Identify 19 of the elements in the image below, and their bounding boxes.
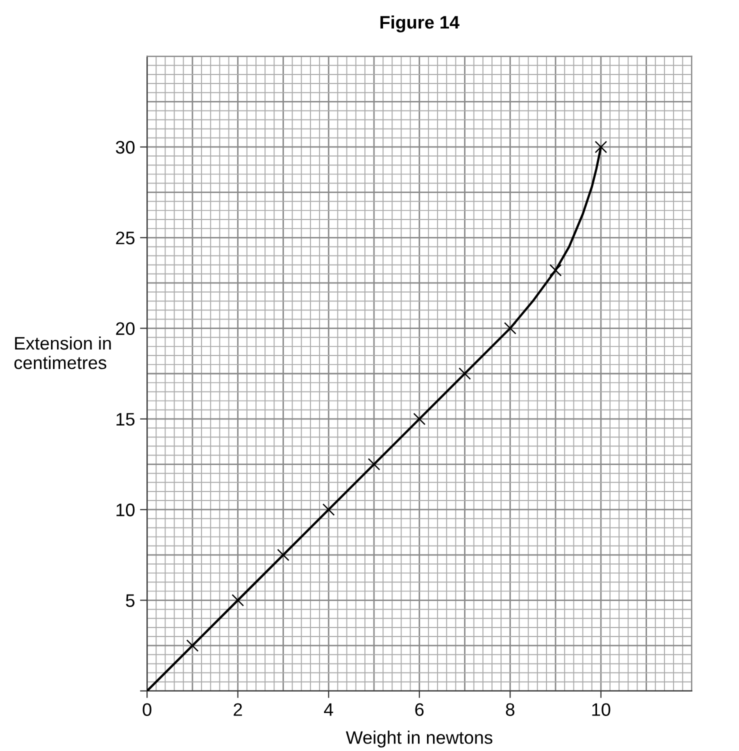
y-tick-label: 10 bbox=[116, 504, 135, 516]
x-axis-title: Weight in newtons bbox=[346, 730, 492, 748]
point bbox=[504, 322, 516, 334]
x-tick-label: 4 bbox=[324, 703, 334, 716]
x-tick-label: 2 bbox=[234, 703, 242, 716]
y-axis-title: Extension in centimetres bbox=[14, 336, 111, 370]
x-tick-label: 8 bbox=[506, 703, 514, 716]
y-tick-label: 30 bbox=[116, 140, 135, 154]
y-tick-label: 5 bbox=[126, 594, 134, 607]
y-tick-label: 20 bbox=[116, 322, 135, 336]
y-tick-label: 25 bbox=[116, 232, 134, 244]
point bbox=[549, 264, 562, 276]
x-tick-label: 0 bbox=[142, 703, 152, 716]
x-tick-label: 6 bbox=[415, 703, 424, 716]
x-tick-label: 10 bbox=[592, 703, 610, 716]
y-tick-label: 15 bbox=[116, 413, 134, 426]
point bbox=[594, 140, 608, 154]
point bbox=[368, 458, 380, 470]
chart-title: Figure 14 bbox=[380, 15, 460, 32]
